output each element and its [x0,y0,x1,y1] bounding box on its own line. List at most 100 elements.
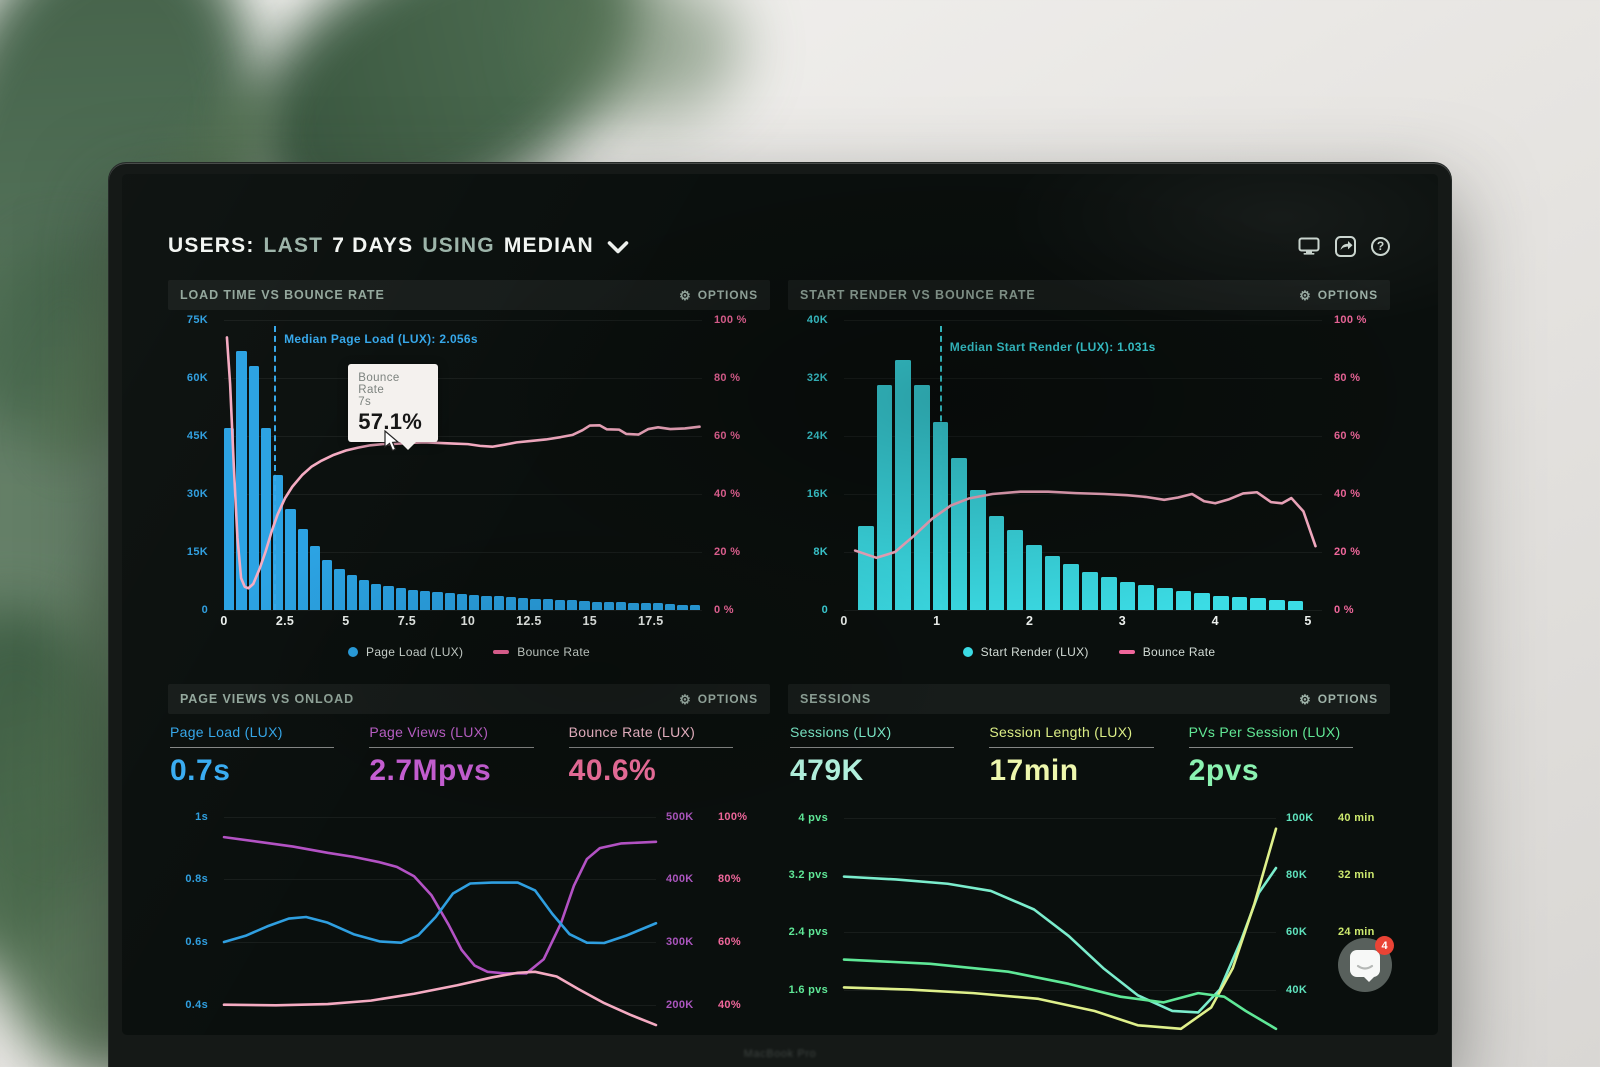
users-filter-dropdown[interactable]: USERS: LAST 7 DAYS USING MEDIAN [168,234,629,258]
trend-line-session-length-lux- [844,829,1276,1029]
panel-header: START RENDER VS BOUNCE RATE ⚙ OPTIONS [788,280,1390,310]
options-button[interactable]: ⚙ OPTIONS [679,692,758,706]
bar [297,528,308,610]
bar [616,602,627,610]
bar [1138,585,1154,610]
toolbar-icons: ? [1298,235,1390,257]
metric-value: 17min [989,754,1079,787]
chat-bubble-icon [1350,950,1380,982]
gridline [844,436,1322,437]
y-tick-label: 80% [718,873,741,886]
trend-line-page-views-lux- [224,837,656,973]
bar [652,603,663,610]
gridline [844,989,1276,991]
device-label: MacBook Pro [743,1048,817,1060]
x-tick-label: 2 [1025,614,1034,628]
options-button[interactable]: ⚙ OPTIONS [1299,288,1378,302]
gridline [844,818,1276,819]
metric-session-length: Session Length (LUX) 17min [989,724,1188,788]
options-button[interactable]: ⚙ OPTIONS [679,288,758,302]
metrics-row: Page Load (LUX) 0.7s Page Views (LUX) 2.… [170,724,768,788]
gridline [844,552,1322,553]
bar-series [224,320,700,610]
gridline [224,816,656,818]
metric-bounce-rate: Bounce Rate (LUX) 40.6% [568,724,768,788]
load-time-chart[interactable]: Bounce Rate 7s 57.1% Median Page Load (L… [224,320,702,611]
bar [358,580,369,610]
line-layer [844,798,1276,1035]
bar [224,428,235,610]
metric-pvs-per-session: PVs Per Session (LUX) 2pvs [1188,724,1388,788]
y-tick-label: 40K [806,314,828,326]
bar [1194,593,1210,610]
panel-header: SESSIONS ⚙ OPTIONS [788,684,1390,714]
median-line [939,325,942,610]
bar [1269,599,1285,610]
y-tick-label: 60 % [714,430,741,442]
bar [322,559,333,610]
x-axis: 0 2.5 5 7.5 10 12.5 15 17.5 [220,614,702,636]
legend-item: Bounce Rate [1118,645,1216,659]
bar [542,599,553,610]
metric-label: Sessions (LUX) [790,724,892,740]
panel-header: LOAD TIME VS BOUNCE RATE ⚙ OPTIONS [168,280,770,310]
panel-title: PAGE VIEWS VS ONLOAD [180,692,355,706]
y-tick-label: 1.6 pvs [788,983,828,996]
legend: Page Load (LUX) Bounce Rate [168,642,770,662]
y-tick-row: 300K 60% [666,936,741,948]
options-button[interactable]: ⚙ OPTIONS [1299,692,1378,706]
y-axis-left: 1s 0.8s 0.6s 0.4s [168,798,214,1035]
bar [579,601,590,610]
legend-label: Start Render (LUX) [980,645,1089,659]
x-tick-label: 12.5 [516,614,542,628]
y-tick-label: 8K [813,546,828,558]
trend-line-sessions-lux- [844,868,1276,1012]
panel-page-views-vs-onload: PAGE VIEWS VS ONLOAD ⚙ OPTIONS Page Load… [168,684,770,1035]
bar [1063,564,1080,610]
bar [444,593,455,610]
bar [689,605,700,610]
y-tick-label: 40 % [1334,488,1361,500]
y-tick-label: 20 % [714,546,741,558]
chat-badge: 4 [1375,936,1394,955]
line-layer [224,320,702,610]
y-tick-label: 0 [201,604,208,616]
line-layer [224,798,656,1035]
bar [1156,588,1173,610]
metric-value: 40.6% [568,754,657,787]
display-icon[interactable] [1298,237,1320,255]
metric-value: 479K [790,754,864,787]
help-icon[interactable]: ? [1371,236,1390,256]
bar [1026,544,1042,610]
y-tick-label: 100 % [714,314,747,326]
bar [628,602,639,610]
laptop: USERS: LAST 7 DAYS USING MEDIAN [108,162,1452,1067]
y-tick-label: 80 % [714,372,741,384]
x-tick-label: 5 [1304,614,1312,628]
y-axis-left: 75K 60K 45K 30K 15K 0 [168,314,214,616]
x-axis: 0 1 2 3 4 5 [840,614,1322,636]
page-views-onload-chart[interactable] [224,798,656,1035]
y-tick-label: 30K [186,488,208,500]
y-axis-right: 500K 100% 400K 80% 300K 60% 200K 40% [666,798,770,1035]
bar [640,603,651,610]
title-segment: MEDIAN [503,234,594,257]
bar [481,595,492,610]
y-tick-label: 40 % [714,488,741,500]
start-render-chart[interactable]: Median Start Render (LUX): 1.031s [844,320,1322,611]
y-tick-label: 20 % [1334,546,1361,558]
sessions-chart[interactable] [844,798,1276,1035]
gridline [844,932,1276,934]
y-tick-row: 500K 100% [666,811,747,823]
x-tick-label: 0 [220,614,228,628]
gridline [224,320,702,321]
mouse-cursor-icon [384,430,400,452]
chat-button[interactable]: 4 [1338,936,1394,992]
top-bar: USERS: LAST 7 DAYS USING MEDIAN [168,224,1390,268]
x-tick-label: 7.5 [397,614,417,628]
trend-line-page-load-lux- [224,883,656,943]
x-tick-label: 0 [840,614,848,628]
legend-line-marker [493,650,510,654]
share-icon[interactable] [1335,235,1356,257]
y-tick-label: 24K [806,430,828,442]
